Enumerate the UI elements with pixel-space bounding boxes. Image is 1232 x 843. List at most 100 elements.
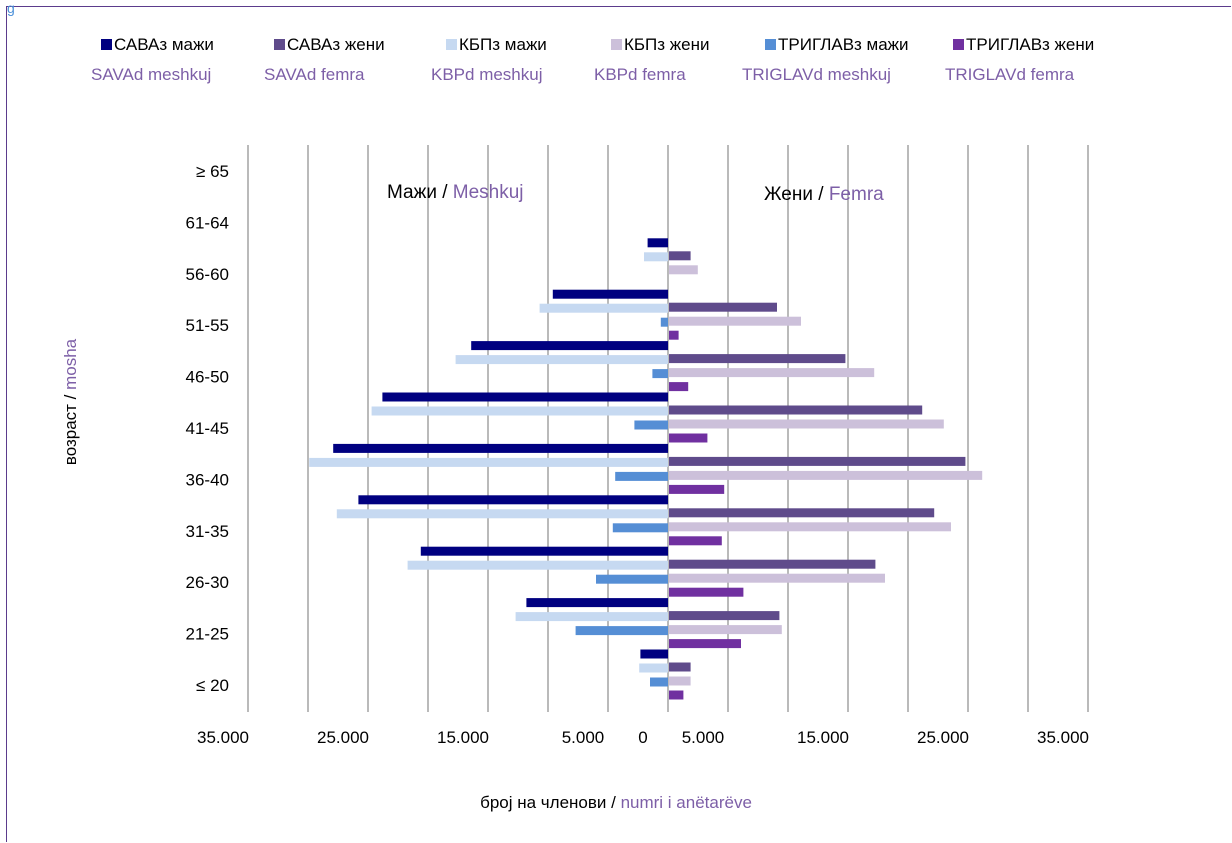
age-labels: ≤ 20 21-25 26-30 31-35 36-40 41-45 46-50 51-55 5… [186, 162, 229, 695]
bar [669, 690, 684, 700]
bar [612, 523, 668, 533]
bar [358, 495, 668, 505]
age-label: 36-40 [186, 470, 229, 489]
bar [669, 433, 708, 443]
y-axis-label-mk: возраст / [61, 390, 80, 465]
x-tick-labels: 35.000 25.000 15.000 5.000 0 5.000 15.000 25.00… [197, 728, 1089, 747]
male-annotation-mk: Мажи / [387, 182, 453, 203]
male-annotation-sq: Meshkuj [453, 182, 524, 203]
bar [650, 677, 668, 687]
legend-label-sq: KBPd meshkuj [431, 65, 543, 84]
bar [371, 406, 668, 416]
x-tick-label: 35.000 [1037, 728, 1089, 747]
legend-label: САВАз мажи [114, 35, 214, 54]
legend-label-sq: SAVAd femra [264, 65, 365, 84]
legend-swatch [446, 39, 457, 50]
female-annotation: Жени / Femra [764, 184, 884, 205]
bar [615, 471, 668, 481]
bar [669, 536, 722, 546]
bars [309, 238, 983, 700]
age-label: 21-25 [186, 625, 229, 644]
x-axis-label-sq: numri i anëtarëve [621, 793, 752, 812]
legend-swatch [101, 39, 112, 50]
bar [639, 663, 668, 673]
bar [552, 289, 668, 299]
x-tick-label: 25.000 [317, 728, 369, 747]
bar [669, 330, 679, 340]
bar [596, 574, 668, 584]
bar [669, 484, 725, 494]
x-tick-label: 15.000 [437, 728, 489, 747]
legend-label: КБПз жени [624, 35, 710, 54]
bar [669, 573, 885, 583]
x-tick-label: 35.000 [197, 728, 249, 747]
bar [652, 369, 668, 379]
bar [471, 341, 668, 351]
x-axis-label-mk: број на членови / [480, 793, 620, 812]
female-annotation-sq: Femra [829, 184, 884, 205]
bar [669, 251, 691, 261]
x-tick-label: 5.000 [682, 728, 725, 747]
age-label: 46-50 [186, 368, 229, 387]
legend-swatch [953, 39, 964, 50]
x-axis-label: број на членови / numri i anëtarëve [480, 793, 752, 812]
bar [575, 626, 668, 636]
legend-swatch [274, 39, 285, 50]
bar [515, 612, 668, 622]
bar [539, 303, 668, 313]
legend-swatch [765, 39, 776, 50]
bar [660, 317, 668, 327]
bar [669, 508, 935, 518]
legend-label-sq: TRIGLAVd meshkuj [742, 65, 891, 84]
bar [309, 457, 668, 467]
bar [669, 302, 777, 312]
bar [407, 560, 668, 570]
age-label: 41-45 [186, 419, 229, 438]
y-axis-label: возраст / mosha [61, 338, 80, 465]
bar [669, 368, 875, 378]
bar [669, 419, 944, 429]
legend-label: ТРИГЛАВз мажи [778, 35, 909, 54]
bar [669, 405, 923, 415]
bar [420, 546, 668, 556]
bar [336, 509, 668, 519]
bar [669, 611, 780, 621]
bar [333, 443, 668, 453]
age-label: 26-30 [186, 573, 229, 592]
bar [455, 355, 668, 365]
bar [669, 382, 689, 392]
legend: САВАз мажи SAVAd meshkuj САВАз жени SAVAd f… [91, 35, 1094, 84]
age-label: 31-35 [186, 522, 229, 541]
bar [644, 252, 668, 262]
bar [669, 522, 951, 532]
age-label: 51-55 [186, 316, 229, 335]
bar [669, 456, 966, 466]
x-tick-label: 15.000 [797, 728, 849, 747]
male-annotation: Мажи / Meshkuj [387, 182, 524, 203]
bar [669, 470, 983, 480]
bar [669, 316, 801, 326]
bar [669, 587, 744, 597]
bar [669, 354, 846, 364]
bar [669, 639, 741, 649]
x-tick-label: 5.000 [562, 728, 605, 747]
age-label: ≥ 65 [196, 162, 229, 181]
legend-label: САВАз жени [287, 35, 385, 54]
bar [669, 662, 691, 672]
legend-swatch [611, 39, 622, 50]
legend-label-sq: SAVAd meshkuj [91, 65, 211, 84]
bar [640, 649, 668, 659]
bar [669, 559, 876, 569]
bar [634, 420, 668, 430]
bar [669, 676, 691, 686]
age-label: 61-64 [186, 213, 229, 232]
bar [669, 265, 698, 275]
age-label: 56-60 [186, 265, 229, 284]
bar [382, 392, 668, 402]
legend-label: КБПз мажи [459, 35, 547, 54]
bar [669, 625, 782, 635]
bar [647, 238, 668, 248]
legend-label-sq: TRIGLAVd femra [945, 65, 1075, 84]
x-tick-label: 0 [638, 728, 647, 747]
